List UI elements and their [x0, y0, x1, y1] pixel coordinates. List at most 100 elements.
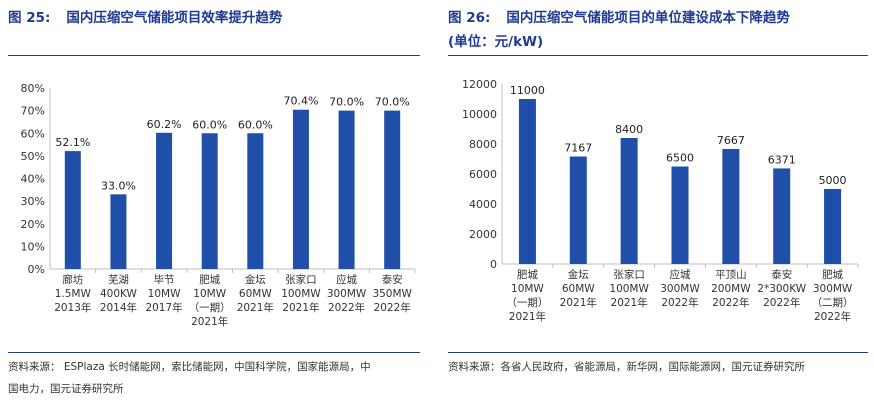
efficiency-category-label-line: 应城: [336, 273, 357, 286]
cost-bar: [620, 138, 638, 264]
efficiency-category-label: 毕节 10MW 2017年: [145, 273, 182, 314]
figure-26-source-rule: [448, 352, 868, 353]
efficiency-category-label-line: 2021年: [191, 315, 228, 328]
efficiency-data-label: 33.0%: [101, 179, 136, 192]
cost-data-label: 8400: [615, 123, 643, 136]
efficiency-data-label: 70.0%: [375, 96, 410, 109]
efficiency-y-tick-label: 30%: [21, 195, 45, 208]
efficiency-y-tick-label: 10%: [21, 240, 45, 253]
efficiency-category-label-line: （一期）: [189, 302, 231, 314]
figure-26-title: 图 26: 国内压缩空气储能项目的单位建设成本下降趋势: [448, 8, 790, 28]
figure-26-source-line1: 资料来源：各省人民政府，省能源局，新华网，国际能源网，国元证券研究所: [448, 361, 805, 373]
efficiency-y-tick-label: 60%: [21, 127, 45, 140]
efficiency-category-label-line: 2021年: [237, 301, 274, 314]
efficiency-category-label-line: 10MW: [193, 288, 226, 300]
efficiency-category-label-line: 廊坊: [62, 273, 83, 286]
efficiency-bar: [247, 133, 264, 269]
figure-25-source-line1: 资料来源： ESPlaza 长时储能网，索比储能网，中国科学院，国家能源局，中: [8, 361, 371, 373]
cost-category-label-line: 2022年: [763, 296, 800, 309]
cost-y-tick-label: 8000: [469, 138, 497, 151]
efficiency-category-label-line: 60MW: [239, 288, 272, 300]
cost-category-label-line: 2*300KW: [757, 283, 806, 295]
cost-category-label-line: 2022年: [661, 296, 698, 309]
efficiency-category-label-line: 2021年: [282, 301, 319, 314]
cost-category-label-line: 100MW: [609, 283, 649, 295]
efficiency-y-tick-label: 0%: [28, 263, 45, 276]
efficiency-data-label: 70.0%: [329, 96, 364, 109]
figure-25-panel: 图 25: 国内压缩空气储能项目效率提升趋势 0% 10% 20% 30% 40% 50% 6…: [0, 0, 420, 403]
cost-bar: [671, 166, 689, 264]
cost-y-tick-label: 6000: [469, 168, 497, 181]
cost-category-label-line: 2021年: [611, 296, 648, 309]
efficiency-data-label: 52.1%: [55, 136, 90, 149]
efficiency-category-label: 金坛 60MW 2021年: [237, 273, 274, 314]
cost-bar: [569, 156, 587, 264]
cost-category-label-line: 平顶山: [715, 269, 747, 281]
figure-25-source: 资料来源： ESPlaza 长时储能网，索比储能网，中国科学院，国家能源局，中 …: [8, 356, 371, 400]
efficiency-bar: [338, 110, 355, 269]
cost-category-label: 泰安 2*300KW 2022年: [757, 268, 806, 309]
efficiency-data-label: 70.4%: [283, 95, 318, 108]
cost-y-tick-label: 2000: [469, 228, 497, 241]
figure-25-number: 图 25:: [8, 10, 51, 26]
cost-category-label-line: （一期）: [506, 297, 548, 309]
cost-category-label: 应城 300MW 2022年: [660, 268, 700, 309]
figure-26-panel: 图 26: 国内压缩空气储能项目的单位建设成本下降趋势 (单位：元/kW) 0 20…: [440, 0, 874, 403]
cost-y-tick-label: 12000: [462, 78, 497, 91]
cost-data-label: 6500: [666, 152, 694, 165]
cost-category-label-line: 泰安: [771, 268, 792, 281]
cost-data-label: 7167: [564, 141, 592, 154]
cost-category-label-line: 2021年: [509, 310, 546, 323]
efficiency-category-label-line: 100MW: [281, 288, 321, 300]
efficiency-category-label: 芜湖 400KW 2014年: [100, 273, 138, 314]
cost-category-label-line: 张家口: [613, 268, 645, 281]
cost-y-tick-label: 0: [490, 258, 497, 271]
efficiency-category-label-line: 肥城: [199, 274, 220, 286]
efficiency-bar: [64, 151, 81, 269]
cost-category-label-line: 应城: [670, 268, 691, 281]
cost-bar-chart: 0 2000 4000 6000 8000 10000 12000 11000 肥城 10MW （一…: [462, 78, 859, 323]
figure-25-source-line2: 国电力，国元证券研究所: [8, 383, 124, 395]
efficiency-category-label-line: 350MW: [372, 288, 412, 300]
cost-category-label-line: 300MW: [813, 283, 853, 295]
cost-category-label: 平顶山 200MW 2022年: [711, 269, 751, 309]
efficiency-category-label-line: 张家口: [285, 273, 317, 286]
figure-25-title-rule: [8, 55, 420, 56]
efficiency-category-label-line: 2014年: [100, 301, 137, 314]
cost-category-label: 金坛 60MW 2021年: [560, 268, 597, 309]
efficiency-y-tick-label: 70%: [21, 105, 45, 118]
figure-26-number: 图 26:: [448, 10, 491, 26]
cost-category-label: 肥城 10MW （一期） 2021年: [506, 269, 548, 323]
efficiency-category-label-line: 1.5MW: [55, 288, 92, 300]
efficiency-category-label: 肥城 10MW （一期） 2021年: [189, 274, 231, 328]
efficiency-data-label: 60.0%: [238, 118, 273, 131]
cost-data-label: 11000: [510, 84, 545, 97]
cost-category-label-line: 肥城: [822, 269, 844, 281]
figure-25-title: 图 25: 国内压缩空气储能项目效率提升趋势: [8, 8, 282, 28]
efficiency-y-tick-label: 20%: [21, 218, 45, 231]
cost-category-label-line: （二期）: [812, 297, 854, 309]
cost-category-label-line: 2021年: [560, 296, 597, 309]
efficiency-bar: [201, 133, 218, 269]
efficiency-category-label-line: 芜湖: [108, 273, 129, 286]
cost-category-label-line: 200MW: [711, 283, 751, 295]
efficiency-category-label: 泰安 350MW 2022年: [372, 273, 412, 314]
cost-y-tick-label: 10000: [462, 108, 497, 121]
cost-data-label: 6371: [768, 153, 796, 166]
figure-26-subtitle: (单位：元/kW): [448, 34, 544, 50]
efficiency-bar-chart: 0%10%20%30%40%50%60%70%80%52.1%廊坊 1.5MW 20…: [21, 82, 416, 328]
figure-25-source-rule: [8, 352, 420, 353]
efficiency-category-label: 张家口 100MW 2021年: [281, 273, 321, 314]
cost-bar: [518, 99, 536, 264]
efficiency-bar: [156, 132, 173, 269]
cost-category-label: 肥城 300MW （二期） 2022年: [812, 269, 854, 323]
efficiency-category-label-line: 2013年: [54, 301, 91, 314]
efficiency-category-label-line: 金坛: [245, 273, 266, 286]
efficiency-category-label-line: 2022年: [374, 301, 411, 314]
efficiency-bar: [384, 110, 401, 269]
efficiency-category-label-line: 泰安: [382, 273, 403, 286]
cost-bar: [773, 168, 791, 264]
figure-26-title-rule: [448, 55, 868, 56]
cost-data-label: 7667: [717, 134, 745, 147]
efficiency-category-label-line: 10MW: [148, 288, 181, 300]
